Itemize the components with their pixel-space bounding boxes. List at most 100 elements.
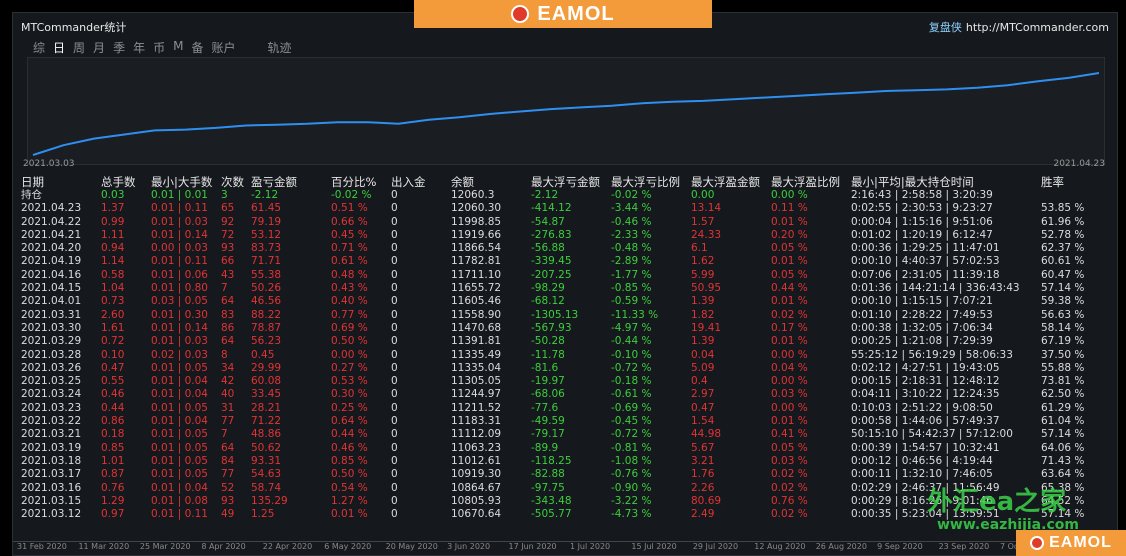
table-row[interactable]: 2021.03.28 0.10 0.02 | 0.03 8 0.45 0.00 % 0 113… — [21, 349, 1111, 362]
table-cell: 0:04:11 | 3:10:22 | 12:24:35 — [851, 388, 1000, 401]
table-row[interactable]: 2021.03.16 0.76 0.01 | 0.04 52 58.74 0.54 % 0 1… — [21, 482, 1111, 495]
table-cell: -0.59 % — [611, 295, 652, 308]
table-cell: 2021.03.22 — [21, 415, 82, 428]
table-row[interactable]: 2021.03.31 2.60 0.01 | 0.30 83 88.22 0.77 % 0 1… — [21, 309, 1111, 322]
table-cell: 0.01 | 0.05 — [151, 361, 208, 374]
table-cell: 3.21 — [691, 454, 715, 467]
table-row[interactable]: 2021.03.18 1.01 0.01 | 0.05 84 93.31 0.85 % 0 1… — [21, 455, 1111, 468]
table-cell: 11112.09 — [451, 428, 502, 441]
table-cell: 11012.61 — [451, 454, 502, 467]
header-cell: 出入金 — [391, 175, 426, 189]
table-row[interactable]: 2021.04.19 1.14 0.01 | 0.11 66 71.71 0.61 % 0 1… — [21, 255, 1111, 268]
table-cell: 58.14 % — [1041, 321, 1085, 334]
table-cell: 2021.03.24 — [21, 388, 82, 401]
header-cell: 最小|平均|最大持仓时间 — [851, 175, 974, 189]
table-row[interactable]: 2021.03.30 1.61 0.01 | 0.14 86 78.87 0.69 % 0 1… — [21, 322, 1111, 335]
table-cell: 0.02 % — [771, 468, 808, 481]
table-cell: 0.03 | 0.05 — [151, 295, 208, 308]
table-cell: 8 — [221, 348, 228, 361]
table-row[interactable]: 2021.03.25 0.55 0.01 | 0.04 42 60.08 0.53 % 0 1… — [21, 375, 1111, 388]
table-cell: 0:00:58 | 1:44:06 | 57:49:37 — [851, 415, 1000, 428]
axis-label: 23 Sep 2020 — [938, 542, 990, 551]
table-row[interactable]: 2021.04.15 1.04 0.01 | 0.80 7 50.26 0.43 % 0 11… — [21, 282, 1111, 295]
period-tabs: 综日周月季年币 M 备账户 轨迹 — [33, 39, 300, 56]
holding-row[interactable]: 持仓 0.03 0.01 | 0.01 3 -2.12 -0.02 % 0 12060.3 -2… — [21, 189, 1111, 202]
table-cell: 5.99 — [691, 268, 715, 281]
table-cell: 11244.97 — [451, 388, 502, 401]
table-cell: -567.93 — [531, 321, 572, 334]
table-row[interactable]: 2021.04.21 1.11 0.01 | 0.14 72 53.12 0.45 % 0 1… — [21, 229, 1111, 242]
tab-6[interactable]: 币 — [153, 41, 166, 55]
brand-link[interactable]: 复盘侠 http://MTCommander.com — [929, 19, 1109, 35]
table-cell: 0.69 % — [331, 321, 368, 334]
table-cell: 5.67 — [691, 441, 715, 454]
table-row[interactable]: 2021.03.12 0.97 0.01 | 0.11 49 1.25 0.01 % 0 10… — [21, 508, 1111, 521]
table-cell: 46.56 — [251, 295, 282, 308]
table-cell: 0:00:39 | 1:54:57 | 10:32:41 — [851, 441, 1000, 454]
table-row[interactable]: 2021.04.01 0.73 0.03 | 0.05 64 46.56 0.40 % 0 1… — [21, 295, 1111, 308]
table-cell: -0.10 % — [611, 348, 652, 361]
banner-text: EAMOL — [1049, 534, 1112, 551]
header-cell: 总手数 — [101, 175, 136, 189]
tab-1[interactable]: 日 — [53, 41, 66, 55]
table-cell: 66 — [221, 255, 235, 268]
table-cell: 0.44 — [101, 401, 125, 414]
table-cell: 2021.04.20 — [21, 242, 82, 255]
tab-4[interactable]: 季 — [113, 41, 126, 55]
header-cell: 次数 — [221, 175, 244, 189]
table-cell: 11605.46 — [451, 295, 502, 308]
table-row[interactable]: 2021.04.22 0.99 0.01 | 0.03 92 79.19 0.66 % 0 1… — [21, 216, 1111, 229]
table-cell: -0.48 % — [611, 242, 652, 255]
table-cell: 19.41 — [691, 321, 722, 334]
tab-7[interactable]: M — [173, 39, 184, 53]
header-cell: 胜率 — [1041, 175, 1064, 189]
brand-url[interactable]: http://MTCommander.com — [965, 21, 1109, 34]
table-row[interactable]: 2021.03.22 0.86 0.01 | 0.04 77 71.22 0.64 % 0 1… — [21, 415, 1111, 428]
table-cell: 10670.64 — [451, 508, 502, 521]
table-row[interactable]: 2021.03.26 0.47 0.01 | 0.05 34 29.99 0.27 % 0 1… — [21, 362, 1111, 375]
table-cell: 0 — [391, 268, 398, 281]
table-cell: 7 — [221, 282, 228, 295]
table-cell: 49 — [221, 508, 235, 521]
holding-cell: -2.12 — [531, 189, 559, 201]
header-cell: 最大浮亏金额 — [531, 175, 600, 189]
table-row[interactable]: 2021.03.15 1.29 0.01 | 0.08 93 135.29 1.27 % 0… — [21, 495, 1111, 508]
table-cell: -0.90 % — [611, 481, 652, 494]
table-cell: 0.00 % — [771, 401, 808, 414]
table-header: 日期 总手数 最小|大手数 次数 盈亏金额 百分比% 出入金 余额 最大浮亏金额 最大浮亏比例 最大… — [21, 175, 1111, 189]
table-cell: 93.31 — [251, 454, 282, 467]
table-row[interactable]: 2021.04.16 0.58 0.01 | 0.06 43 55.38 0.48 % 0 1… — [21, 269, 1111, 282]
table-row[interactable]: 2021.03.24 0.46 0.01 | 0.04 40 33.45 0.30 % 0 1… — [21, 388, 1111, 401]
table-cell: 71.43 % — [1041, 454, 1085, 467]
table-cell: 50.95 — [691, 282, 722, 295]
holding-cell: 2:16:43 | 2:58:58 | 3:20:39 — [851, 189, 993, 201]
table-row[interactable]: 2021.04.23 1.37 0.01 | 0.11 65 61.45 0.51 % 0 1… — [21, 202, 1111, 215]
table-cell: 2021.03.30 — [21, 321, 82, 334]
tab-8[interactable]: 备 — [191, 41, 204, 55]
table-row[interactable]: 2021.03.23 0.44 0.01 | 0.05 31 28.21 0.25 % 0 1… — [21, 402, 1111, 415]
tab-2[interactable]: 周 — [73, 41, 86, 55]
table-cell: 2021.04.15 — [21, 282, 82, 295]
table-cell: 34 — [221, 361, 235, 374]
table-cell: -343.48 — [531, 494, 572, 507]
tab-3[interactable]: 月 — [93, 41, 106, 55]
table-cell: 11470.68 — [451, 321, 502, 334]
table-row[interactable]: 2021.03.19 0.85 0.01 | 0.05 64 50.62 0.46 % 0 1… — [21, 442, 1111, 455]
table-cell: 0.01 | 0.05 — [151, 468, 208, 481]
table-cell: 0.76 % — [771, 494, 808, 507]
table-row[interactable]: 2021.04.20 0.94 0.00 | 0.03 93 83.73 0.71 % 0 1… — [21, 242, 1111, 255]
table-row[interactable]: 2021.03.21 0.18 0.01 | 0.05 7 48.86 0.44 % 0 11… — [21, 428, 1111, 441]
table-cell: 29.99 — [251, 361, 282, 374]
axis-label: 1 Jul 2020 — [569, 542, 611, 551]
table-cell: 2021.03.28 — [21, 348, 82, 361]
tab-9[interactable]: 账户 — [211, 41, 236, 55]
table-cell: 0.01 | 0.11 — [151, 202, 208, 215]
table-cell: -505.77 — [531, 508, 572, 521]
table-cell: 0.45 — [251, 348, 275, 361]
tab-10[interactable]: 轨迹 — [267, 41, 292, 55]
tab-0[interactable]: 综 — [33, 41, 46, 55]
table-row[interactable]: 2021.03.29 0.72 0.01 | 0.03 64 56.23 0.50 % 0 1… — [21, 335, 1111, 348]
tab-5[interactable]: 年 — [133, 41, 146, 55]
table-row[interactable]: 2021.03.17 0.87 0.01 | 0.05 77 54.63 0.50 % 0 1… — [21, 468, 1111, 481]
table-cell: 64 — [221, 441, 235, 454]
